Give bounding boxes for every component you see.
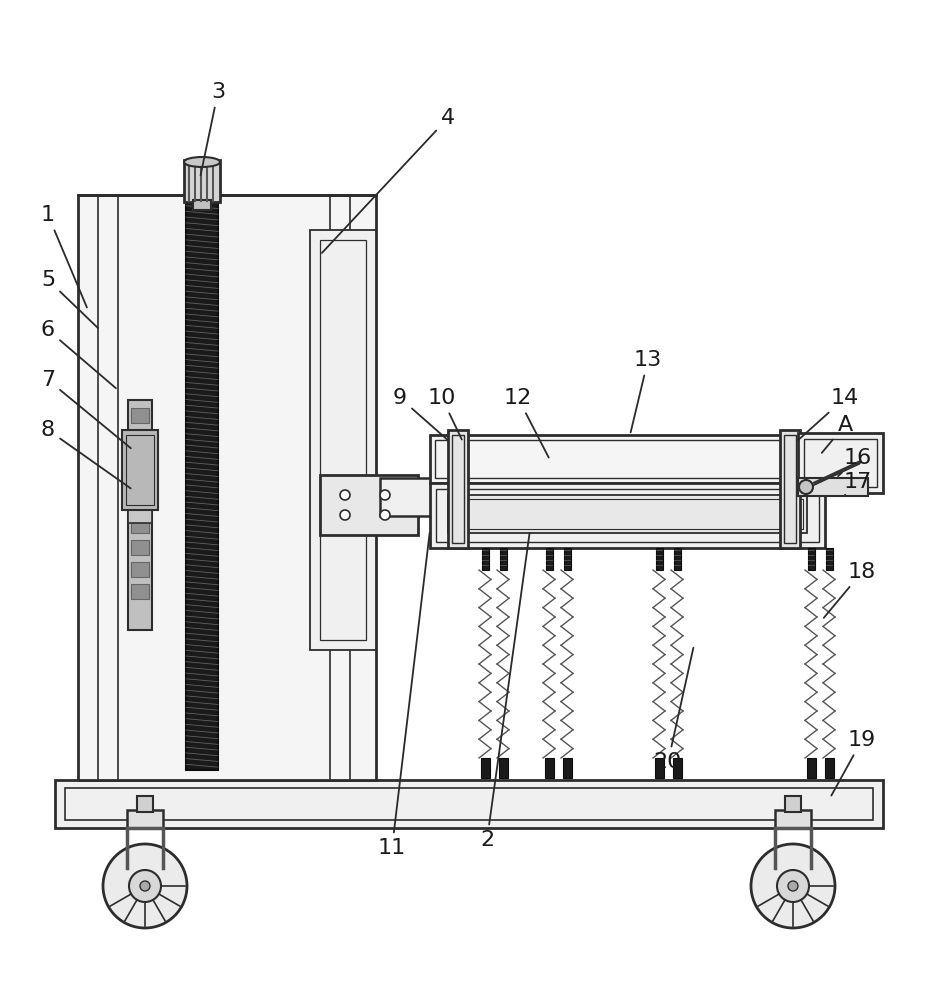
- Ellipse shape: [183, 157, 220, 167]
- Bar: [546, 548, 552, 570]
- Bar: [779, 430, 799, 548]
- Bar: [131, 496, 149, 511]
- Bar: [451, 499, 802, 529]
- Bar: [434, 440, 819, 478]
- Bar: [131, 584, 149, 599]
- Bar: [797, 433, 882, 493]
- Text: 5: 5: [41, 270, 98, 328]
- Bar: [654, 758, 664, 778]
- Bar: [131, 408, 149, 423]
- Bar: [784, 796, 800, 812]
- Text: 14: 14: [797, 388, 858, 440]
- Bar: [806, 758, 815, 778]
- Bar: [545, 758, 553, 778]
- Text: 10: 10: [428, 388, 461, 439]
- Text: 17: 17: [843, 472, 871, 495]
- Circle shape: [380, 490, 389, 500]
- Circle shape: [139, 881, 150, 891]
- Bar: [499, 758, 507, 778]
- Circle shape: [129, 870, 161, 902]
- Bar: [783, 435, 796, 543]
- Bar: [65, 788, 872, 820]
- Bar: [55, 780, 882, 828]
- Bar: [131, 474, 149, 489]
- Text: 2: 2: [479, 533, 529, 850]
- Bar: [447, 495, 806, 533]
- Bar: [563, 548, 570, 570]
- Bar: [673, 548, 680, 570]
- Bar: [183, 160, 220, 202]
- Bar: [131, 518, 149, 533]
- Bar: [480, 758, 490, 778]
- Text: 7: 7: [41, 370, 131, 448]
- Bar: [655, 548, 663, 570]
- Circle shape: [798, 480, 812, 494]
- Bar: [128, 400, 152, 630]
- Circle shape: [750, 844, 834, 928]
- Bar: [131, 452, 149, 467]
- Bar: [430, 435, 824, 483]
- Bar: [131, 540, 149, 555]
- Bar: [310, 230, 375, 650]
- Bar: [451, 435, 463, 543]
- Text: 8: 8: [41, 420, 131, 488]
- Text: 9: 9: [392, 388, 447, 440]
- Bar: [122, 430, 158, 510]
- Circle shape: [776, 870, 808, 902]
- Text: 3: 3: [200, 82, 225, 175]
- Bar: [500, 548, 506, 570]
- Bar: [447, 430, 467, 548]
- Bar: [826, 548, 832, 570]
- Circle shape: [103, 844, 187, 928]
- Text: 20: 20: [653, 648, 693, 772]
- Bar: [797, 478, 867, 496]
- Circle shape: [787, 881, 797, 891]
- Bar: [672, 758, 681, 778]
- Circle shape: [340, 490, 350, 500]
- Bar: [186, 200, 218, 770]
- Bar: [807, 548, 814, 570]
- Bar: [320, 475, 417, 535]
- Text: 19: 19: [830, 730, 875, 796]
- Bar: [380, 478, 470, 516]
- Bar: [128, 505, 152, 523]
- Text: 1: 1: [41, 205, 87, 307]
- Circle shape: [340, 510, 350, 520]
- Bar: [137, 796, 153, 812]
- Bar: [320, 240, 366, 640]
- Bar: [78, 195, 375, 780]
- Text: 11: 11: [377, 533, 430, 858]
- Bar: [193, 200, 211, 210]
- Bar: [435, 489, 818, 542]
- Text: 13: 13: [630, 350, 662, 432]
- Bar: [131, 562, 149, 577]
- Bar: [125, 435, 154, 505]
- Text: 16: 16: [837, 448, 871, 476]
- Text: 18: 18: [823, 562, 875, 618]
- Bar: [127, 810, 163, 828]
- Circle shape: [380, 510, 389, 520]
- Bar: [563, 758, 571, 778]
- Bar: [131, 430, 149, 445]
- Bar: [803, 439, 876, 487]
- Text: 4: 4: [322, 108, 455, 253]
- Text: A: A: [821, 415, 852, 453]
- Text: 12: 12: [504, 388, 548, 458]
- Bar: [481, 548, 489, 570]
- Bar: [774, 810, 811, 828]
- Bar: [824, 758, 833, 778]
- Bar: [430, 483, 824, 548]
- Text: 6: 6: [41, 320, 116, 388]
